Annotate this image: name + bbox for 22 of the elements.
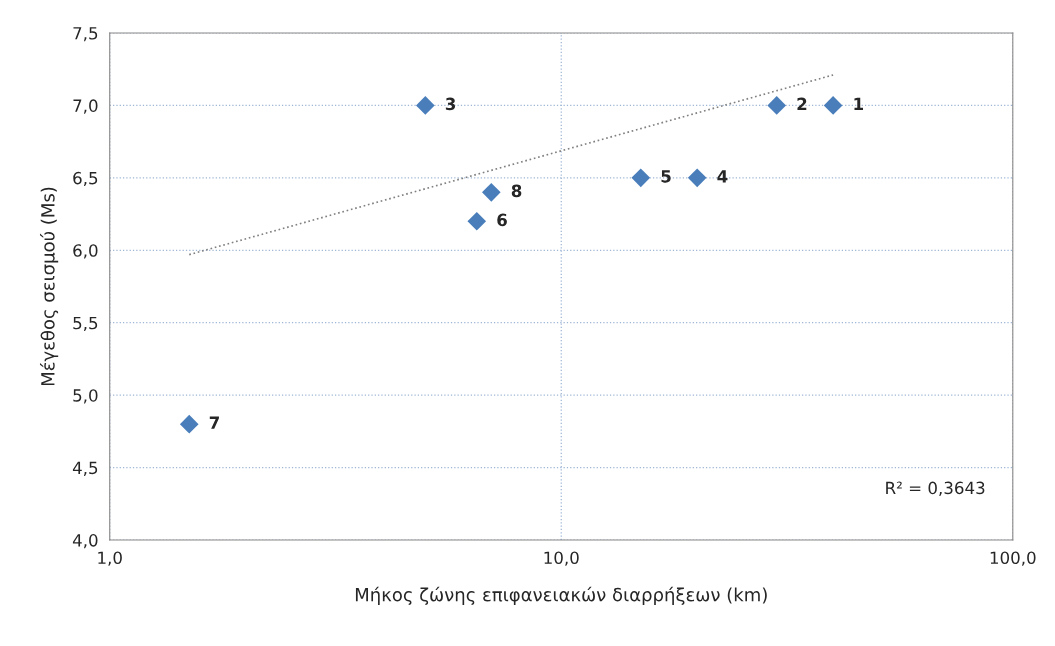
y-tick-label: 4,0 (72, 534, 98, 549)
x-tick-label: 1,0 (98, 551, 122, 566)
y-tick-label: 5,5 (73, 316, 98, 331)
annotation: 8 (511, 184, 522, 198)
y-tick-label: 4,5 (72, 461, 98, 476)
annotation: R² = 0,3643 (886, 481, 985, 496)
y-tick-label: 6,0 (73, 244, 98, 259)
y-tick-label: 6,5 (73, 171, 98, 187)
annotation: 6 (497, 213, 507, 227)
annotation: 7 (209, 416, 219, 429)
y-tick-label: 5,0 (73, 389, 98, 404)
annotation: 1 (854, 97, 864, 110)
annotation: 5 (661, 170, 671, 183)
y-tick-label: 7,0 (73, 99, 98, 114)
annotation: 4 (717, 170, 728, 183)
annotation: 2 (797, 97, 807, 110)
x-axis-title: Μήκος ζώνης επιφανειακών διαρρήξεων (km) (355, 586, 767, 605)
x-tick-label: 10,0 (544, 551, 579, 566)
annotation: 3 (445, 97, 456, 111)
x-tick-label: 100,0 (990, 551, 1036, 566)
y-tick-label: 7,5 (73, 27, 98, 42)
y-axis-title: Μέγεθος σεισμού (Ms) (39, 187, 59, 386)
